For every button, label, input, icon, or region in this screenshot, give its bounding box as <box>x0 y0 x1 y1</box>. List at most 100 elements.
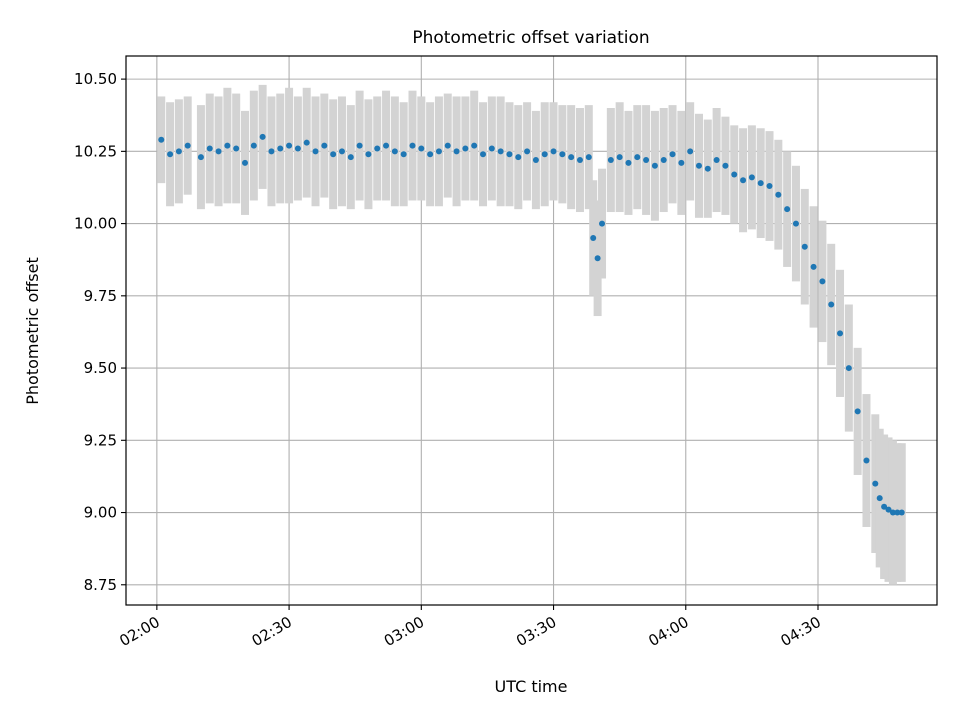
x-tick-label: 03:30 <box>513 613 559 650</box>
data-point <box>845 365 852 372</box>
data-point <box>634 154 641 161</box>
data-point <box>898 509 905 516</box>
data-point <box>550 148 557 155</box>
data-point <box>669 151 676 158</box>
data-point <box>872 480 879 487</box>
data-point <box>731 171 738 178</box>
x-tick-label: 04:30 <box>778 613 824 650</box>
data-point <box>757 180 764 187</box>
data-point <box>784 206 791 213</box>
data-point <box>197 154 204 161</box>
data-point <box>599 220 606 227</box>
y-tick-label: 9.25 <box>84 431 117 449</box>
data-point <box>471 142 478 149</box>
data-point <box>585 154 592 161</box>
y-tick-label: 10.50 <box>74 70 117 88</box>
x-tick-label: 04:00 <box>645 613 691 650</box>
x-axis-label: UTC time <box>495 677 568 696</box>
data-point <box>740 177 747 184</box>
data-point <box>233 145 240 152</box>
data-point <box>497 148 504 155</box>
data-point <box>400 151 407 158</box>
data-point <box>889 509 896 516</box>
data-point <box>427 151 434 158</box>
data-point <box>488 145 495 152</box>
data-point <box>356 142 363 149</box>
data-point <box>863 457 870 464</box>
y-tick-label: 9.00 <box>84 504 117 522</box>
data-point <box>775 191 782 198</box>
data-point <box>409 142 416 149</box>
data-point <box>801 243 808 250</box>
data-point <box>435 148 442 155</box>
data-point <box>643 157 650 164</box>
data-point <box>268 148 275 155</box>
x-tick-layer: 02:00 02:30 03:00 03:30 04:00 04:30 <box>116 605 824 650</box>
y-tick-layer: 8.75 9.00 9.25 9.50 9.75 10.00 10.25 10.50 <box>74 70 126 594</box>
plot-frame <box>125 55 938 606</box>
data-point <box>828 301 835 308</box>
data-point <box>532 157 539 164</box>
data-point <box>568 154 575 161</box>
chart-title: Photometric offset variation <box>412 28 649 48</box>
data-point <box>713 157 720 164</box>
x-tick-label: 02:00 <box>116 613 162 650</box>
x-tick-label: 03:00 <box>381 613 427 650</box>
data-point <box>885 506 892 513</box>
data-point <box>687 148 694 155</box>
data-point <box>506 151 513 158</box>
data-point <box>894 509 901 516</box>
data-point <box>607 157 614 164</box>
data-point <box>224 142 231 149</box>
data-point <box>695 162 702 169</box>
y-tick-label: 9.75 <box>84 287 117 305</box>
data-point <box>418 145 425 152</box>
data-point <box>704 165 711 172</box>
data-point <box>819 278 826 285</box>
data-point <box>277 145 284 152</box>
data-point <box>876 495 883 502</box>
data-point <box>312 148 319 155</box>
data-point <box>792 220 799 227</box>
data-point <box>524 148 531 155</box>
data-point <box>660 157 667 164</box>
y-tick-label: 10.00 <box>74 215 117 233</box>
data-point <box>286 142 293 149</box>
data-point <box>881 503 888 510</box>
data-point <box>854 408 861 415</box>
grid-layer <box>126 56 937 605</box>
data-point <box>365 151 372 158</box>
data-point <box>158 136 165 143</box>
data-point <box>651 162 658 169</box>
data-point <box>175 148 182 155</box>
data-point <box>453 148 460 155</box>
data-point <box>810 263 817 270</box>
data-point <box>294 145 301 152</box>
data-point <box>184 142 191 149</box>
data-point <box>242 159 249 166</box>
data-point <box>383 142 390 149</box>
y-tick-label: 8.75 <box>84 576 117 594</box>
data-point <box>444 142 451 149</box>
data-point <box>678 159 685 166</box>
data-point <box>374 145 381 152</box>
data-point <box>259 133 266 140</box>
data-point <box>590 235 597 242</box>
data-point <box>480 151 487 158</box>
data-point <box>167 151 174 158</box>
x-tick-label: 02:30 <box>249 613 295 650</box>
data-point <box>347 154 354 161</box>
y-tick-label: 9.50 <box>84 359 117 377</box>
data-point <box>625 159 632 166</box>
data-point <box>766 183 773 190</box>
y-tick-label: 10.25 <box>74 142 117 160</box>
data-point <box>206 145 213 152</box>
data-point <box>391 148 398 155</box>
data-point <box>559 151 566 158</box>
data-point <box>576 157 583 164</box>
data-point <box>215 148 222 155</box>
data-point <box>616 154 623 161</box>
data-point <box>541 151 548 158</box>
data-point <box>722 162 729 169</box>
